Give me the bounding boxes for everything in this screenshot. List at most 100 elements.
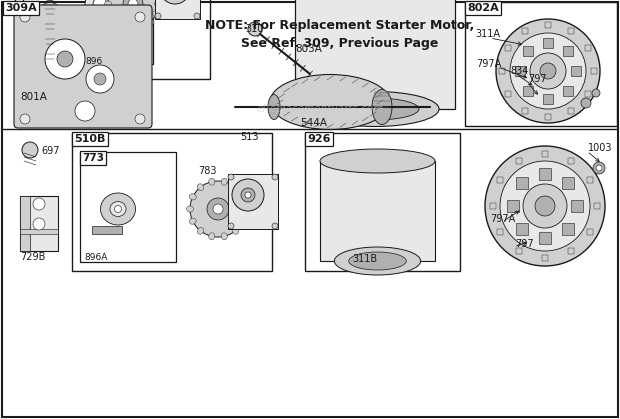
Bar (72, 133, 272, 271)
Bar (155, 0, 200, 19)
Text: 510B: 510B (74, 134, 105, 144)
Bar (539, 232, 551, 244)
Text: 544A: 544A (300, 118, 327, 128)
Text: 801A: 801A (20, 92, 47, 102)
Bar (20, 196, 58, 251)
Circle shape (496, 19, 600, 123)
Bar (568, 108, 574, 114)
Circle shape (581, 98, 591, 108)
Circle shape (45, 39, 85, 79)
Text: 797: 797 (515, 239, 534, 249)
Circle shape (20, 12, 30, 22)
Text: 311A: 311A (475, 29, 500, 39)
Ellipse shape (270, 75, 390, 129)
Ellipse shape (153, 10, 159, 17)
Bar (562, 222, 574, 235)
Bar (507, 200, 519, 212)
Ellipse shape (130, 26, 136, 33)
Ellipse shape (120, 23, 126, 31)
Circle shape (500, 161, 590, 251)
Ellipse shape (41, 47, 59, 60)
Text: NOTE: For Replacement Starter Motor,
See Ref. 309, Previous Page: NOTE: For Replacement Starter Motor, See… (205, 19, 475, 50)
Bar (568, 28, 574, 34)
Bar (587, 229, 593, 235)
Bar (594, 203, 600, 209)
Ellipse shape (112, 18, 118, 25)
Bar (563, 86, 573, 96)
Circle shape (75, 101, 95, 121)
Text: 1003: 1003 (588, 143, 613, 153)
Ellipse shape (140, 23, 146, 31)
Bar (523, 86, 533, 96)
Circle shape (57, 51, 73, 67)
Text: 896A: 896A (84, 253, 107, 261)
Circle shape (228, 223, 234, 229)
Text: 729B: 729B (20, 252, 45, 262)
Circle shape (190, 181, 246, 237)
Text: 802A: 802A (467, 3, 498, 13)
Circle shape (213, 204, 223, 214)
Ellipse shape (268, 95, 280, 119)
Circle shape (596, 165, 602, 171)
Bar (522, 108, 528, 114)
Text: 896: 896 (85, 57, 102, 67)
Ellipse shape (209, 233, 215, 240)
Ellipse shape (100, 193, 136, 225)
Circle shape (123, 0, 143, 14)
Bar (497, 177, 503, 183)
Bar (543, 94, 553, 104)
Text: 773: 773 (82, 153, 104, 163)
Circle shape (22, 142, 38, 158)
Bar (516, 222, 528, 235)
Bar (465, 2, 617, 126)
Bar (562, 177, 574, 189)
Circle shape (593, 162, 605, 174)
Text: 783: 783 (198, 166, 216, 176)
Bar (505, 91, 511, 97)
Circle shape (20, 114, 30, 124)
Ellipse shape (154, 1, 161, 7)
Circle shape (86, 65, 114, 93)
Ellipse shape (221, 178, 228, 185)
Bar (490, 203, 496, 209)
Ellipse shape (372, 90, 392, 124)
Bar (20, 229, 58, 234)
Ellipse shape (41, 33, 59, 46)
Circle shape (160, 0, 190, 4)
Ellipse shape (331, 98, 419, 120)
Text: 797A: 797A (476, 59, 501, 69)
Circle shape (510, 33, 586, 109)
Bar (20, 196, 30, 251)
Bar (591, 68, 597, 74)
Bar (23, 0, 153, 64)
Text: 309A: 309A (5, 3, 37, 13)
Bar (571, 66, 581, 76)
Bar (568, 158, 574, 164)
Circle shape (155, 13, 161, 19)
Text: 797A: 797A (490, 214, 515, 224)
Bar (80, 152, 176, 262)
Ellipse shape (189, 218, 196, 224)
Ellipse shape (148, 18, 154, 25)
Circle shape (194, 13, 200, 19)
Text: eReplacementParts.com: eReplacementParts.com (257, 104, 384, 114)
Bar (523, 46, 533, 56)
Circle shape (248, 22, 262, 36)
Circle shape (228, 174, 234, 180)
Ellipse shape (107, 10, 113, 17)
Circle shape (485, 146, 605, 266)
Circle shape (245, 192, 251, 198)
Circle shape (135, 114, 145, 124)
Bar (545, 114, 551, 120)
Bar (542, 151, 548, 157)
Ellipse shape (311, 91, 439, 127)
Bar (228, 174, 278, 229)
Ellipse shape (334, 247, 420, 275)
Bar (539, 168, 551, 180)
Text: 803A: 803A (295, 44, 322, 54)
Bar (542, 255, 548, 261)
Ellipse shape (348, 252, 406, 270)
Ellipse shape (320, 149, 435, 173)
Bar (587, 177, 593, 183)
Circle shape (540, 63, 556, 79)
